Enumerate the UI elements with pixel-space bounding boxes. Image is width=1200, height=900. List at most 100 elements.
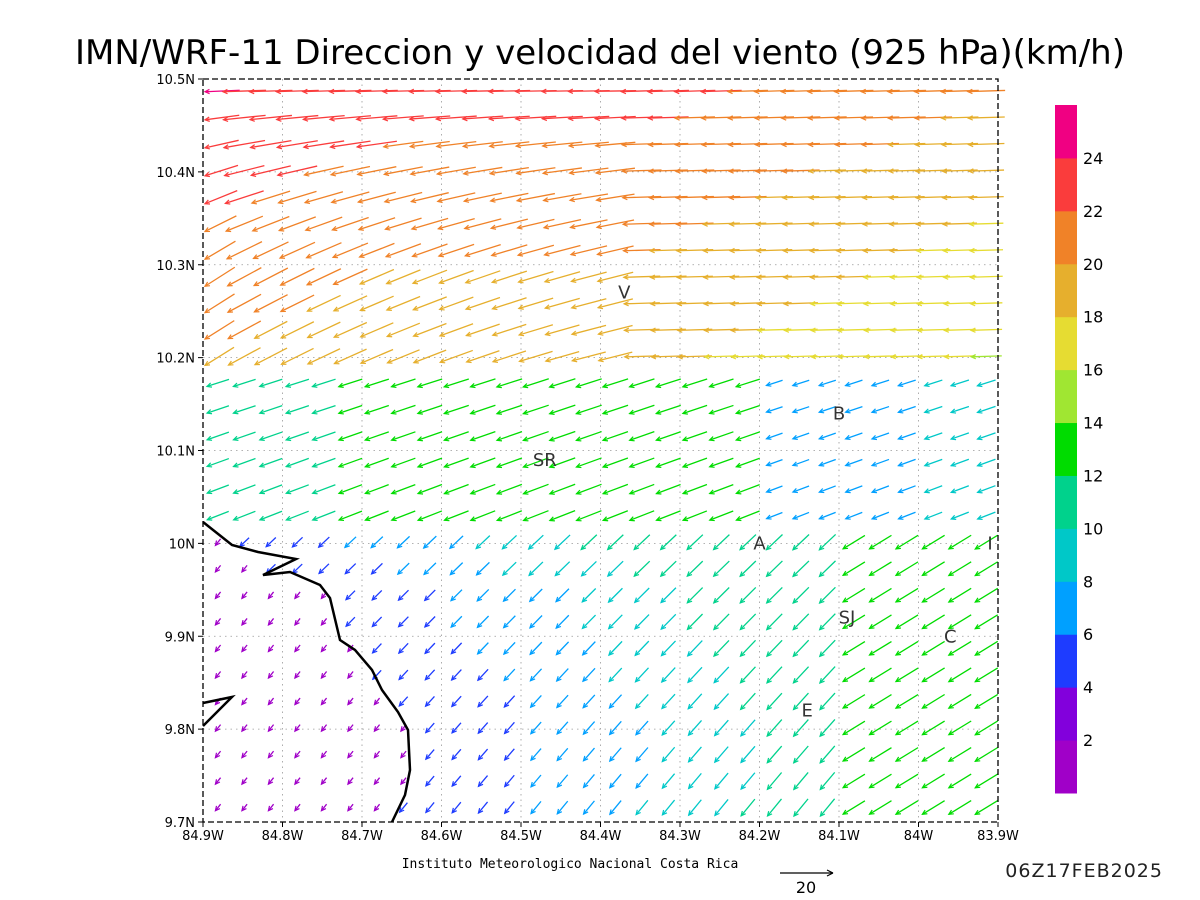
wind-vector (416, 431, 443, 442)
wind-vector (686, 534, 704, 551)
wind-vector (548, 457, 576, 469)
wind-vector (575, 404, 602, 415)
wind-vector (754, 194, 793, 201)
wind-vector (305, 242, 342, 259)
wind-vector (654, 378, 681, 389)
wind-vector (686, 560, 704, 578)
wind-vector (258, 510, 283, 521)
wind-vector (503, 801, 515, 815)
wind-vector (222, 114, 266, 122)
wind-vector (398, 696, 409, 707)
wind-vector (304, 216, 343, 232)
wind-vector (396, 562, 410, 576)
wind-vector (232, 457, 256, 468)
wind-vector (363, 404, 390, 415)
wind-vector (923, 379, 943, 388)
wind-vector (249, 139, 292, 150)
wind-vector (819, 692, 836, 711)
wind-vector (363, 431, 389, 442)
wind-vector (701, 221, 740, 227)
wind-vector (739, 639, 757, 658)
wind-vector (423, 616, 436, 628)
colorbar-segment (1055, 105, 1077, 159)
wind-vector (529, 668, 543, 682)
colorbar-segment (1055, 422, 1077, 476)
wind-vector (356, 191, 396, 204)
x-tick-label: 83.9W (977, 829, 1019, 844)
wind-vector (894, 587, 919, 603)
wind-vector (475, 561, 490, 576)
wind-vector (344, 563, 357, 575)
wind-vector (727, 168, 767, 174)
wind-vector (359, 348, 394, 365)
wind-vector (635, 720, 649, 736)
wind-vector (226, 293, 262, 313)
wind-vector (434, 115, 477, 122)
wind-vector (728, 247, 766, 254)
wind-vector (408, 115, 451, 122)
wind-vector (371, 589, 383, 601)
wind-vector (543, 244, 581, 257)
wind-vector (332, 268, 368, 286)
wind-vector (940, 141, 979, 148)
wind-vector (252, 241, 289, 260)
wind-vector (515, 192, 556, 203)
wind-vector (894, 561, 919, 577)
wind-vector (469, 483, 496, 495)
wind-vector (582, 667, 596, 683)
wind-vector (713, 666, 730, 684)
wind-vector (503, 695, 516, 708)
wind-vector (765, 458, 783, 467)
wind-vector (781, 194, 820, 201)
wind-vector (424, 749, 435, 761)
wind-vector (544, 351, 580, 363)
wind-vector (359, 295, 394, 312)
wind-vector (607, 640, 623, 657)
wind-vector (424, 775, 435, 787)
wind-vector (661, 746, 676, 763)
wind-vector (267, 724, 275, 733)
wind-vector (280, 347, 314, 365)
wind-vector (542, 193, 582, 203)
wind-vector (844, 485, 863, 494)
wind-vector (477, 722, 489, 735)
wind-vector (755, 221, 793, 227)
wind-vector (252, 267, 289, 287)
wind-vector (461, 115, 504, 122)
wind-vector (232, 484, 256, 495)
wind-vector (570, 351, 606, 363)
wind-vector (267, 777, 275, 786)
y-tick-label: 10.1N (156, 445, 195, 460)
wind-vector (303, 191, 344, 205)
wind-vector (807, 168, 846, 174)
wind-vector (897, 485, 916, 494)
wind-vector (766, 798, 783, 818)
wind-vector (608, 800, 622, 816)
wind-vector (320, 750, 328, 759)
wind-vector (214, 724, 222, 733)
wind-vector (791, 432, 810, 440)
wind-vector (382, 166, 423, 177)
wind-vector (540, 115, 583, 122)
wind-vector (548, 483, 576, 495)
wind-vector (302, 140, 345, 150)
wind-vector (974, 534, 999, 550)
wind-vector (860, 115, 900, 121)
wind-vector (765, 560, 783, 578)
wind-vector (461, 141, 503, 149)
wind-vector (555, 641, 570, 656)
wind-vector (780, 141, 820, 148)
wind-vector (792, 613, 810, 631)
wind-vector (582, 694, 596, 709)
wind-vector (766, 772, 783, 791)
wind-vector (619, 88, 663, 95)
wind-vector (337, 431, 363, 442)
wind-vector (817, 406, 837, 414)
wind-vector (633, 534, 651, 551)
wind-vector (947, 561, 972, 577)
wind-vector (765, 379, 783, 387)
reference-vector: 20 (780, 869, 834, 897)
wind-vector (416, 404, 443, 415)
wind-vector (628, 404, 655, 415)
wind-vector (817, 379, 837, 387)
